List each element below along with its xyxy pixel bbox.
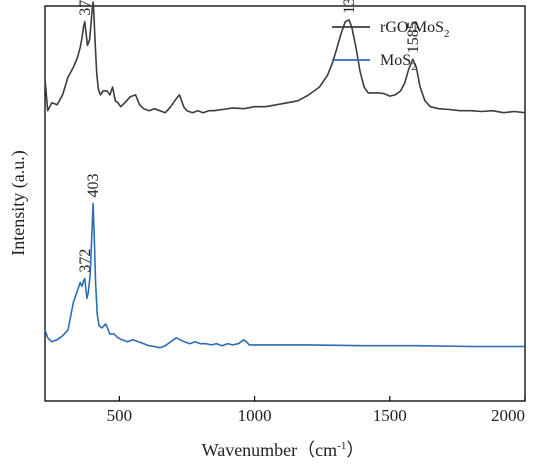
series-line-rgo-mos2: [44, 1, 526, 114]
legend: rGO/MoS2 MoS2: [332, 19, 450, 73]
peak-label: 1585: [405, 21, 422, 53]
x-axis-label: Wavenumber（cm-1）: [202, 440, 365, 460]
series-layer: [44, 1, 526, 349]
series-line-mos2: [44, 202, 525, 349]
legend-label-rgo-mos2: rGO/MoS2: [380, 19, 450, 40]
y-axis-label: Intensity (a.u.): [8, 150, 29, 255]
peak-label: 372: [77, 0, 94, 16]
peak-label: 372: [77, 249, 94, 273]
x-tick-label: 1000: [238, 406, 272, 425]
x-tick-label: 2000: [491, 406, 525, 425]
legend-label-mos2: MoS2: [380, 52, 417, 73]
x-tick-label: 1500: [373, 406, 407, 425]
x-ticks: 500 1000 1500 2000: [107, 396, 526, 425]
peak-label: 1349: [341, 0, 358, 14]
x-tick-label: 500: [107, 406, 133, 425]
peak-label: 403: [85, 174, 102, 198]
annotations-layer: 37240313491585372403: [77, 0, 422, 273]
plot-frame: [44, 5, 526, 402]
